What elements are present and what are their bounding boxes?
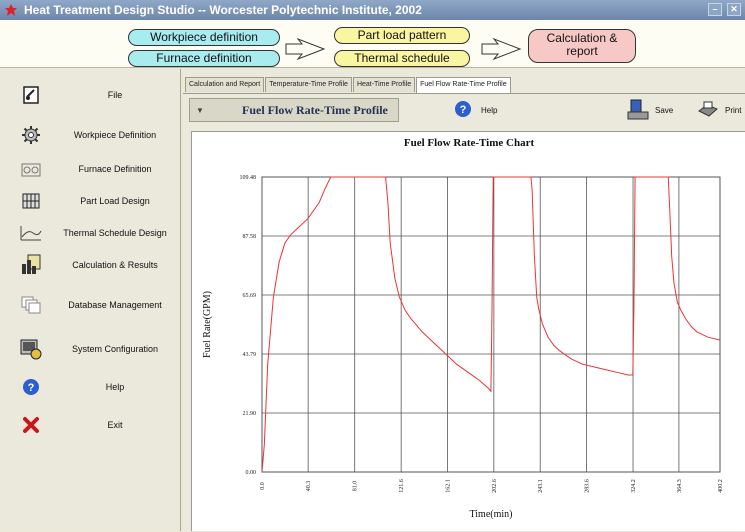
svg-text:?: ? — [460, 104, 467, 116]
config-icon — [20, 338, 42, 360]
sidebar-item-label: System Configuration — [71, 344, 159, 354]
x-tick-label: 81.0 — [353, 481, 359, 492]
title-bar: Heat Treatment Design Studio -- Worceste… — [0, 0, 745, 20]
chart-title: Fuel Flow Rate-Time Chart — [403, 137, 535, 149]
profile-select[interactable]: ▼ Fuel Flow Rate-Time Profile — [189, 98, 399, 122]
profile-select-value: Fuel Flow Rate-Time Profile — [242, 102, 388, 117]
help-button-label: Help — [481, 105, 498, 115]
save-icon — [627, 99, 649, 121]
sidebar-item-part-load[interactable]: Part Load Design — [0, 183, 181, 219]
sidebar-item-label: Part Load Design — [80, 196, 150, 206]
sidebar-item-thermal-schedule[interactable]: Thermal Schedule Design — [0, 215, 181, 251]
sidebar-item-database[interactable]: Database Management — [0, 287, 181, 323]
tab-temperature-time[interactable]: Temperature-Time Profile — [265, 77, 352, 92]
exit-icon — [20, 414, 42, 436]
tab-fuel-flow[interactable]: Fuel Flow Rate-Time Profile — [416, 77, 511, 93]
help-icon: ? — [20, 376, 42, 398]
help-icon: ? — [453, 99, 475, 121]
main-panel: Calculation and Report Temperature-Time … — [183, 69, 745, 531]
x-tick-label: 162.1 — [446, 479, 452, 493]
fuel-rate-series-line — [261, 176, 720, 473]
x-tick-label: 364.3 — [677, 479, 683, 493]
file-icon — [20, 84, 42, 106]
furnace-definition-step[interactable]: Furnace definition — [128, 50, 280, 67]
sidebar: File Workpiece Definition Furnace Defini… — [0, 69, 181, 531]
svg-text:?: ? — [28, 382, 35, 394]
sidebar-item-label: Thermal Schedule Design — [63, 228, 167, 238]
window-title: Heat Treatment Design Studio -- Worceste… — [24, 3, 422, 17]
sidebar-item-exit[interactable]: Exit — [0, 407, 181, 443]
sidebar-item-label: Calculation & Results — [72, 260, 158, 270]
help-button[interactable]: ? Help — [453, 99, 497, 121]
curve-icon — [20, 222, 42, 244]
x-tick-label: 0.0 — [260, 482, 266, 490]
workpiece-definition-step[interactable]: Workpiece definition — [128, 29, 280, 46]
y-tick-label: 65.69 — [243, 293, 257, 299]
print-button[interactable]: Print — [697, 99, 741, 121]
workflow-arrow-2 — [481, 38, 522, 60]
tab-strip: Calculation and Report Temperature-Time … — [185, 77, 512, 93]
x-tick-label: 202.6 — [492, 479, 498, 493]
x-tick-label: 40.3 — [306, 481, 312, 492]
y-tick-label: 109.48 — [240, 175, 257, 181]
app-logo-icon — [4, 3, 18, 17]
x-tick-label: 324.2 — [631, 479, 637, 493]
y-tick-label: 0.00 — [246, 470, 257, 476]
tab-heat-time[interactable]: Heat-Time Profile — [352, 77, 416, 92]
close-button[interactable]: ✕ — [727, 3, 741, 16]
calculation-report-step[interactable]: Calculation & report — [528, 29, 636, 63]
calculation-step-line2: report — [566, 44, 598, 58]
y-tick-label: 87.58 — [243, 234, 257, 240]
minimize-button[interactable]: – — [708, 3, 722, 16]
grid-icon — [20, 190, 42, 212]
gear-icon — [20, 124, 42, 146]
save-button-label: Save — [655, 105, 674, 115]
furnace-icon — [20, 158, 42, 180]
y-tick-label: 43.79 — [243, 352, 257, 358]
sidebar-item-label: Furnace Definition — [78, 164, 152, 174]
sidebar-item-file[interactable]: File — [0, 77, 181, 113]
sidebar-item-workpiece[interactable]: Workpiece Definition — [0, 117, 181, 153]
tab-calculation-report[interactable]: Calculation and Report — [185, 77, 265, 92]
toolbar: ▼ Fuel Flow Rate-Time Profile ? Help Sav… — [183, 93, 745, 125]
workflow-arrow-1 — [285, 38, 326, 60]
sidebar-item-label: Help — [105, 382, 125, 392]
x-tick-label: 121.6 — [399, 479, 405, 493]
workflow-header: Workpiece definition Furnace definition … — [0, 20, 745, 68]
x-tick-label: 243.1 — [538, 479, 544, 493]
print-button-label: Print — [725, 105, 742, 115]
save-button[interactable]: Save — [627, 99, 673, 121]
database-icon — [20, 294, 42, 316]
sidebar-item-calculation[interactable]: Calculation & Results — [0, 247, 181, 283]
plot-area — [261, 176, 721, 473]
chart-icon — [20, 254, 42, 276]
sidebar-item-label: Exit — [107, 420, 123, 430]
thermal-schedule-step[interactable]: Thermal schedule — [334, 50, 470, 67]
calculation-step-line1: Calculation & — [546, 31, 618, 45]
sidebar-item-label: File — [107, 90, 123, 100]
x-tick-label: 283.6 — [585, 479, 591, 493]
x-axis-label: Time(min) — [470, 509, 513, 520]
sidebar-item-system-config[interactable]: System Configuration — [0, 331, 181, 367]
sidebar-item-label: Workpiece Definition — [73, 130, 157, 140]
printer-icon — [697, 99, 719, 121]
sidebar-item-label: Database Management — [68, 300, 162, 310]
y-tick-label: 21.90 — [243, 411, 257, 417]
part-load-pattern-step[interactable]: Part load pattern — [334, 27, 470, 44]
y-axis-label: Fuel Rate(GPM) — [202, 291, 213, 358]
x-tick-label: 400.2 — [718, 479, 724, 493]
chart-panel: Fuel Flow Rate-Time Chart 0.0 40.3 81.0 121… — [191, 131, 745, 531]
sidebar-item-furnace[interactable]: Furnace Definition — [0, 151, 181, 187]
sidebar-item-help[interactable]: ? Help — [0, 369, 181, 405]
chevron-down-icon: ▼ — [196, 105, 204, 115]
fuel-flow-chart: 0.0 40.3 81.0 121.6 162.1 202.6 243.1 283.6 324.… — [202, 175, 724, 520]
